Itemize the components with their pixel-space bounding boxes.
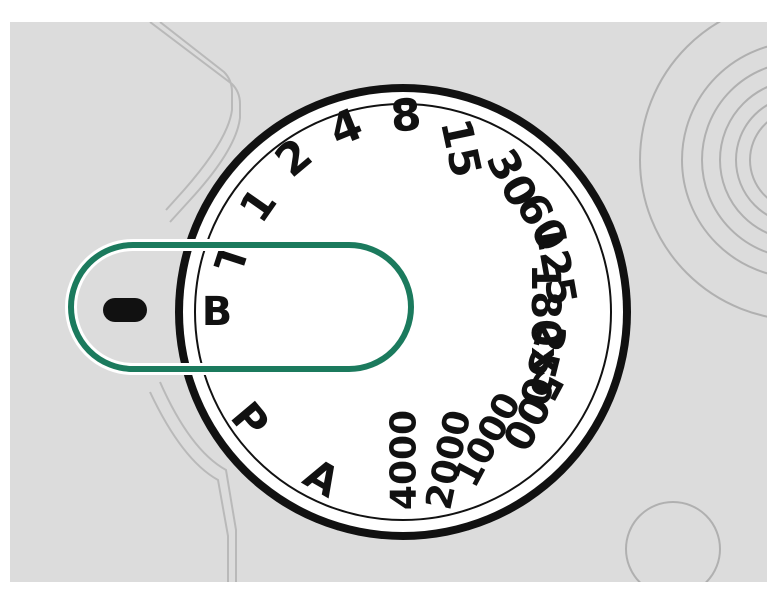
dial-label-4000: 4000: [384, 410, 425, 510]
dial-label-15: 15: [431, 114, 491, 181]
dial-label-b: B: [202, 289, 233, 335]
dial-label-8: 8: [389, 89, 424, 142]
dial-inner-ring: [194, 103, 612, 521]
right-ring-control: [639, 22, 767, 318]
dial-label-180x: 180x: [522, 263, 568, 372]
body-contour: [149, 22, 241, 582]
round-button-outline: [625, 501, 721, 582]
selection-highlight: [68, 242, 414, 372]
index-mark-icon: [103, 298, 147, 322]
shutter-speed-dial[interactable]: B T 1 2 4 8 15 30 60 125 180x 250 500 10…: [175, 84, 631, 540]
dial-face: [183, 92, 623, 532]
